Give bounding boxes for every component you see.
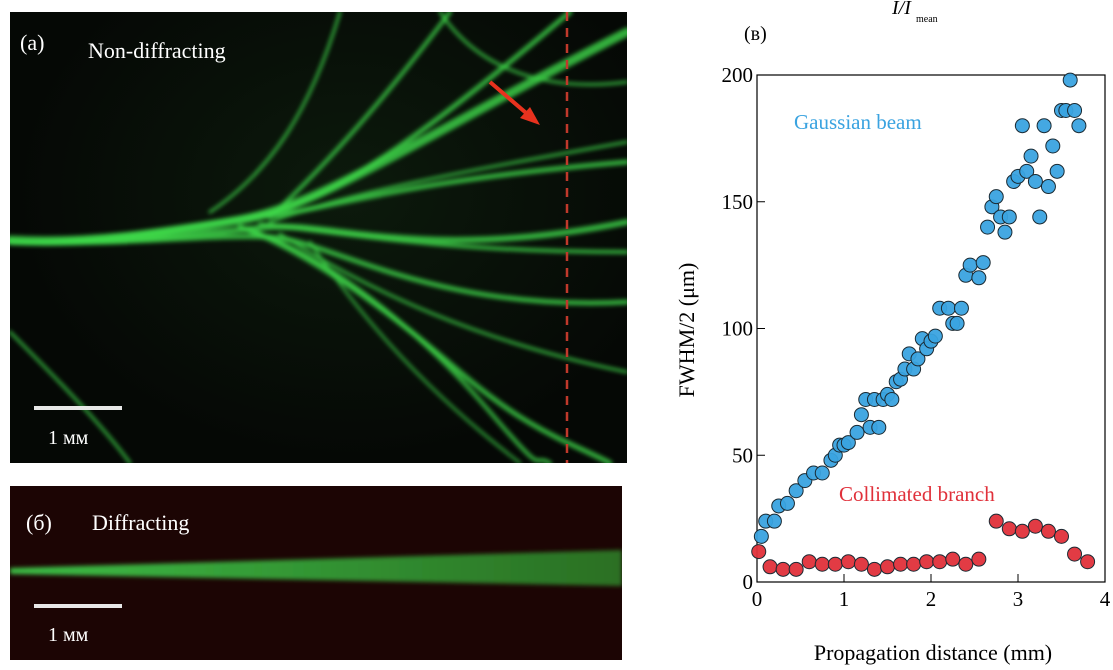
- scale-bar-b: [34, 604, 122, 608]
- gaussian-beam-point: [927, 328, 943, 344]
- collimated-branch-point: [762, 559, 778, 575]
- collimated-branch-point: [1027, 518, 1043, 534]
- panel-letter-a: (a): [20, 30, 45, 55]
- collimated-branch-point: [814, 556, 830, 572]
- gaussian-beam-point: [753, 528, 769, 544]
- scale-label-b: 1 мм: [48, 624, 89, 646]
- collimated-branch-point: [906, 556, 922, 572]
- collimated-branch-point: [919, 554, 935, 570]
- x-tick-label: 0: [752, 587, 763, 611]
- filament-image: [10, 12, 627, 463]
- gaussian-beam-point: [1040, 179, 1056, 195]
- gaussian-beam-point: [940, 300, 956, 316]
- scale-bar-a: [34, 406, 122, 410]
- gaussian-beam-point: [910, 351, 926, 367]
- collimated-branch-point: [840, 554, 856, 570]
- collimated-branch-point: [1014, 523, 1030, 539]
- collimated-branch-point: [1040, 523, 1056, 539]
- gaussian-beam-point: [1062, 72, 1078, 88]
- collimated-branch-point: [801, 554, 817, 570]
- collimated-branch-point: [853, 556, 869, 572]
- collimated-branch-point: [945, 551, 961, 567]
- gaussian-beam-point: [988, 189, 1004, 205]
- gaussian-beam-point: [980, 219, 996, 235]
- gaussian-beam-point: [949, 315, 965, 331]
- collimated-branch-point: [1054, 528, 1069, 544]
- red-arrow-icon: [488, 80, 540, 125]
- collimated-branch-point: [1067, 546, 1083, 562]
- x-tick-label: 2: [926, 587, 937, 611]
- x-tick-label: 4: [1100, 587, 1111, 611]
- collimated-branch-point: [958, 556, 974, 572]
- panel-title-a: Non-diffracting: [88, 38, 226, 63]
- collimated-branch-point: [866, 561, 882, 577]
- collimated-branch-point: [932, 554, 948, 570]
- gaussian-beam-point: [975, 255, 991, 271]
- collimated-branch-point: [1080, 554, 1096, 570]
- gaussian-beam-point: [1027, 173, 1043, 189]
- collimated-branch-point: [880, 559, 895, 575]
- gaussian-beam-point: [871, 419, 887, 435]
- gaussian-beam-point: [766, 513, 782, 529]
- gaussian-beam-point: [1001, 209, 1017, 225]
- y-tick-label: 150: [722, 190, 754, 214]
- gaussian-beam-point: [814, 465, 830, 481]
- gaussian-beam-point: [1045, 138, 1061, 154]
- scale-label-a: 1 мм: [48, 427, 89, 449]
- panel-title-b: Diffracting: [92, 510, 190, 535]
- gaussian-beam-point: [971, 270, 987, 286]
- x-tick-label: 1: [839, 587, 850, 611]
- panel-letter-b: (б): [26, 510, 52, 535]
- gaussian-beam-point: [997, 224, 1013, 240]
- collimated-branch-point: [988, 513, 1004, 529]
- gaussian-beam-point: [1019, 163, 1035, 179]
- collimated-branch-annotation: Collimated branch: [839, 482, 995, 506]
- y-tick-label: 50: [732, 443, 753, 467]
- gaussian-beam-point: [849, 424, 865, 440]
- y-tick-label: 100: [722, 317, 754, 341]
- gaussian-beam-point: [962, 257, 978, 273]
- image-panel-non-diffracting: (a) Non-diffracting 1 мм: [10, 12, 627, 463]
- diffracting-beam-image: [10, 550, 622, 586]
- y-tick-label: 0: [743, 570, 754, 594]
- collimated-branch-point: [788, 561, 804, 577]
- y-axis-label: FWHM/2 (μm): [674, 263, 699, 398]
- gaussian-beam-point: [779, 495, 795, 511]
- panel-letter-c: (в): [744, 23, 767, 45]
- collimated-branch-point: [893, 556, 909, 572]
- image-panel-diffracting: (б) Diffracting 1 мм: [10, 486, 622, 660]
- gaussian-beam-point: [1023, 148, 1039, 164]
- top-intensity-label: I/I: [891, 0, 912, 19]
- collimated-branch-point: [971, 551, 987, 567]
- collimated-branch-point: [1001, 521, 1017, 537]
- gaussian-beam-point: [1067, 102, 1083, 118]
- x-axis-label: Propagation distance (mm): [814, 640, 1052, 665]
- gaussian-beam-point: [840, 435, 856, 451]
- gaussian-beam-point: [1049, 163, 1065, 179]
- gaussian-beam-point: [1032, 209, 1048, 225]
- gaussian-beam-point: [884, 391, 900, 407]
- gaussian-beam-point: [953, 300, 969, 316]
- gaussian-beam-point: [1014, 118, 1030, 134]
- gaussian-beam-point: [853, 407, 869, 423]
- x-tick-label: 3: [1013, 587, 1024, 611]
- gaussian-beam-point: [788, 483, 804, 499]
- gaussian-beam-point: [1036, 118, 1052, 134]
- collimated-branch-point: [827, 556, 843, 572]
- collimated-branch-point: [775, 561, 791, 577]
- top-intensity-label-sub: mean: [916, 14, 938, 25]
- gaussian-beam-annotation: Gaussian beam: [794, 110, 922, 134]
- gaussian-beam-point: [1071, 118, 1087, 134]
- collimated-branch-point: [751, 544, 767, 560]
- y-tick-label: 200: [722, 63, 754, 87]
